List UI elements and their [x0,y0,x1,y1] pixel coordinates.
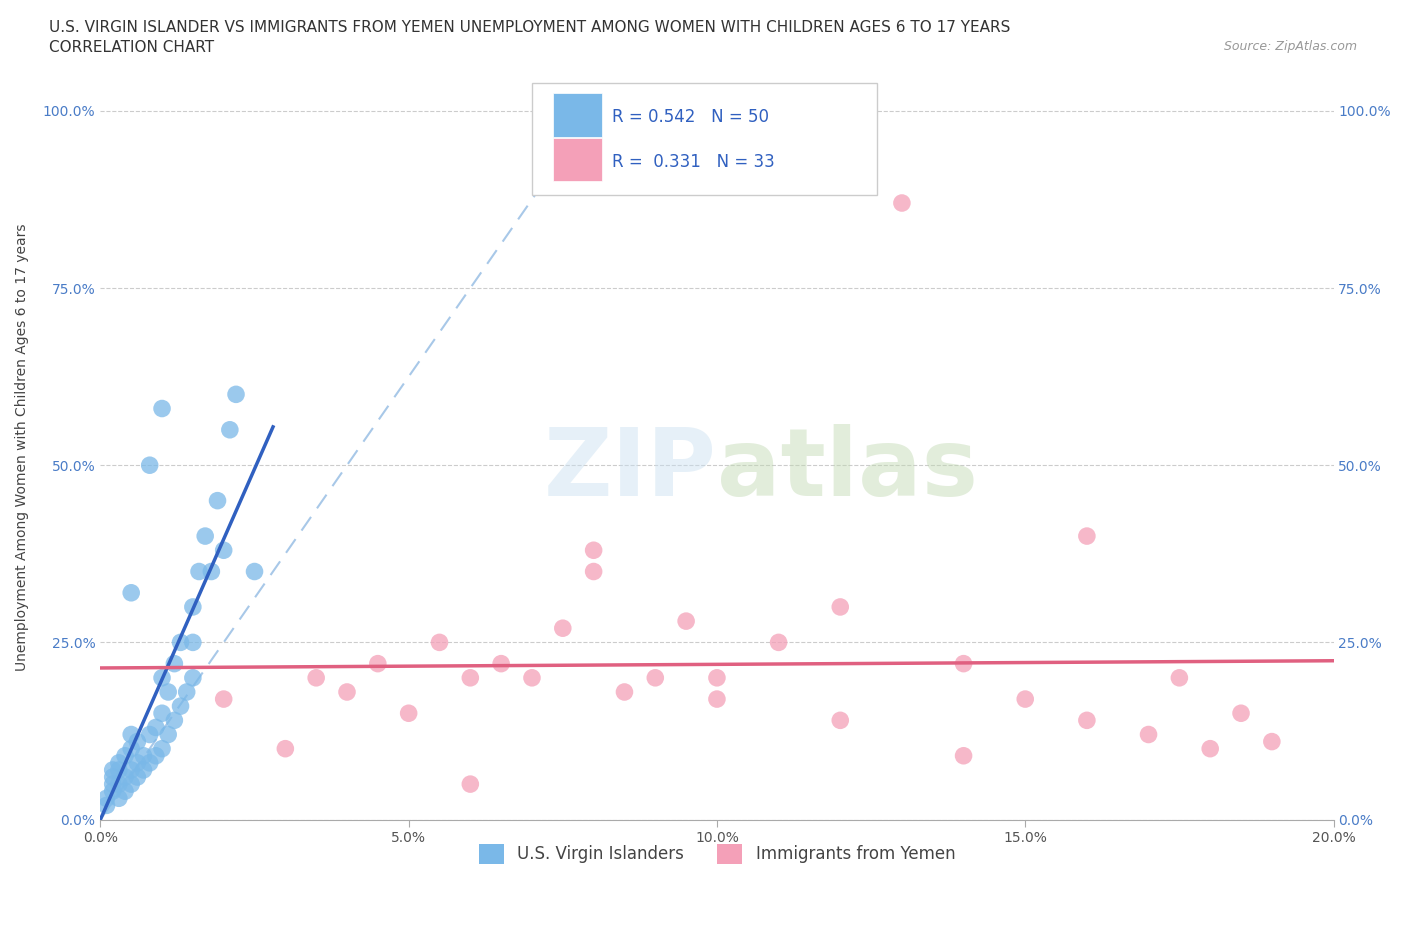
Point [163,713,186,728]
Point [181,635,204,650]
Point [218,422,240,437]
Point [830,713,852,728]
Point [460,777,482,791]
Point [706,692,728,707]
Point [582,565,605,579]
Point [108,790,131,805]
Point [1076,713,1098,728]
Point [127,770,149,785]
Point [145,720,167,735]
Point [150,706,173,721]
Point [460,671,482,685]
Point [96,790,118,805]
Point [101,777,124,791]
FancyBboxPatch shape [531,83,877,194]
Point [169,635,191,650]
Point [675,614,697,629]
Point [108,763,131,777]
Point [305,671,328,685]
Point [706,671,728,685]
Point [489,657,512,671]
Point [150,671,173,685]
Point [114,784,136,799]
Point [952,749,974,764]
Point [1230,706,1253,721]
Point [114,749,136,764]
Point [212,543,235,558]
Point [120,777,142,791]
Point [145,749,167,764]
Point [163,657,186,671]
Text: Source: ZipAtlas.com: Source: ZipAtlas.com [1223,40,1357,53]
Point [120,727,142,742]
Point [120,741,142,756]
Point [127,734,149,749]
Point [207,493,229,508]
Point [120,763,142,777]
Point [212,692,235,707]
Point [1261,734,1284,749]
Point [1168,671,1191,685]
Text: U.S. VIRGIN ISLANDER VS IMMIGRANTS FROM YEMEN UNEMPLOYMENT AMONG WOMEN WITH CHIL: U.S. VIRGIN ISLANDER VS IMMIGRANTS FROM … [49,20,1011,35]
Point [520,671,543,685]
Point [169,698,191,713]
Point [551,620,574,635]
Text: R = 0.542   N = 50: R = 0.542 N = 50 [612,109,769,126]
Point [225,387,247,402]
Point [367,657,389,671]
Point [138,755,160,770]
Text: CORRELATION CHART: CORRELATION CHART [49,40,214,55]
FancyBboxPatch shape [553,138,602,181]
Point [768,635,790,650]
Point [101,770,124,785]
Text: R =  0.331   N = 33: R = 0.331 N = 33 [612,153,775,171]
Point [181,671,204,685]
Point [1014,692,1036,707]
Point [429,635,451,650]
Point [138,727,160,742]
Point [644,671,666,685]
Point [132,749,155,764]
Point [830,600,852,615]
Point [952,657,974,671]
Point [150,741,173,756]
Point [398,706,420,721]
Point [157,684,180,699]
Point [101,763,124,777]
Point [108,755,131,770]
Point [132,763,155,777]
Point [150,401,173,416]
Point [243,565,266,579]
Point [181,600,204,615]
Point [108,777,131,791]
Point [1076,528,1098,543]
Point [194,528,217,543]
Y-axis label: Unemployment Among Women with Children Ages 6 to 17 years: Unemployment Among Women with Children A… [15,224,30,671]
FancyBboxPatch shape [553,93,602,137]
Point [127,755,149,770]
Text: ZIP: ZIP [544,424,717,516]
Point [96,798,118,813]
Point [101,784,124,799]
Point [200,565,222,579]
Point [890,195,912,210]
Legend: U.S. Virgin Islanders, Immigrants from Yemen: U.S. Virgin Islanders, Immigrants from Y… [472,837,962,870]
Point [1137,727,1160,742]
Point [176,684,198,699]
Point [188,565,211,579]
Point [120,585,142,600]
Text: atlas: atlas [717,424,979,516]
Point [114,770,136,785]
Point [1199,741,1222,756]
Point [582,543,605,558]
Point [336,684,359,699]
Point [157,727,180,742]
Point [138,458,160,472]
Point [613,684,636,699]
Point [274,741,297,756]
